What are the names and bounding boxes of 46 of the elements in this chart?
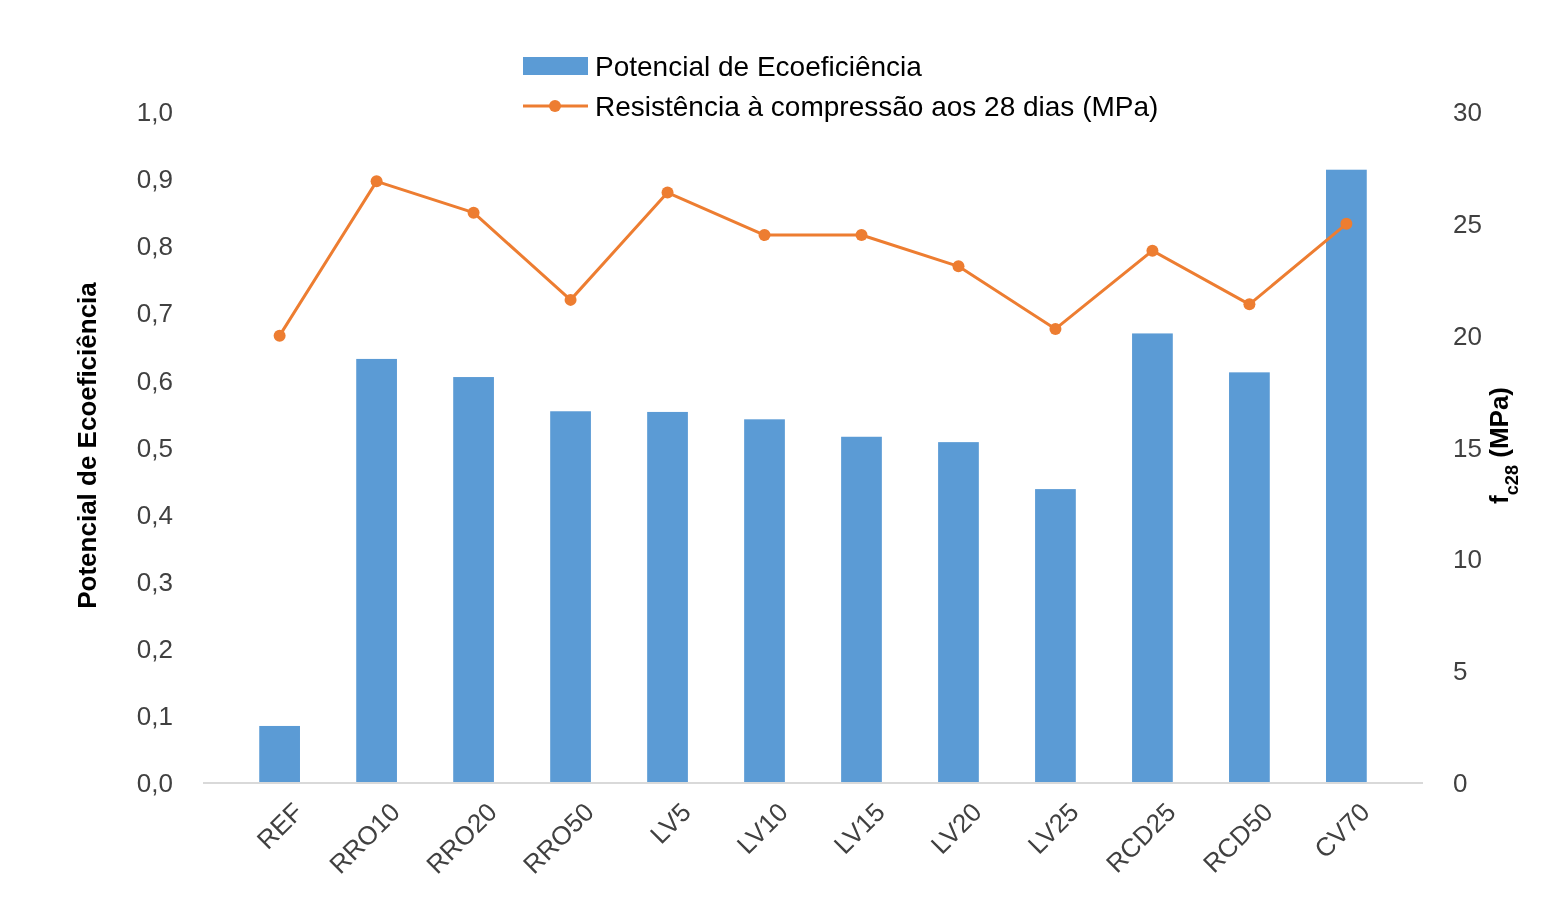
point: [952, 260, 965, 273]
bar: [938, 442, 979, 783]
point: [1049, 322, 1062, 335]
point: [855, 229, 868, 242]
legend-label: Potencial de Ecoeficiência: [595, 50, 923, 82]
point: [661, 186, 674, 199]
point: [467, 206, 480, 219]
point: [1243, 298, 1256, 311]
point: [758, 229, 771, 242]
y2-tick-label: 5: [1453, 656, 1468, 687]
bar: [356, 358, 397, 783]
y-tick-label: 0,4: [136, 499, 173, 530]
point: [1146, 244, 1159, 257]
y-tick-label: 0,3: [136, 566, 173, 597]
y-tick-label: 0,1: [136, 701, 173, 731]
legend-label: Resistência à compressão aos 28 dias (MPa): [595, 90, 1159, 122]
bar: [647, 411, 688, 783]
bar: [744, 419, 785, 783]
bar: [1326, 169, 1367, 783]
point: [273, 329, 286, 342]
bar: [1229, 372, 1270, 783]
bar: [1035, 489, 1076, 783]
y2-tick-label: 20: [1453, 320, 1482, 351]
x-tick-label: LV5: [644, 796, 697, 850]
y-tick-label: 0,8: [136, 231, 173, 262]
y-axis-title: Potencial de Ecoeficiência: [72, 281, 102, 609]
bar: [841, 436, 882, 783]
y2-tick-label: 0: [1453, 768, 1468, 799]
point: [564, 293, 577, 306]
y-tick-label: 0,7: [136, 298, 173, 329]
y-tick-label: 1,0: [136, 97, 173, 128]
y2-tick-label: 25: [1453, 208, 1482, 239]
point: [1340, 217, 1353, 230]
y2-tick-label: 30: [1453, 97, 1482, 128]
y-tick-label: 0,5: [136, 432, 173, 463]
y2-tick-label: 10: [1453, 544, 1482, 575]
y-tick-label: 0,9: [136, 164, 173, 195]
y-tick-label: 0,0: [136, 768, 173, 799]
bar: [550, 411, 591, 783]
bar: [1132, 333, 1173, 783]
bar: [453, 377, 494, 783]
y2-tick-label: 15: [1453, 432, 1482, 463]
bar: [259, 725, 300, 783]
y-tick-label: 0,6: [136, 365, 173, 396]
y-tick-label: 0,2: [136, 633, 173, 664]
point: [370, 175, 383, 188]
